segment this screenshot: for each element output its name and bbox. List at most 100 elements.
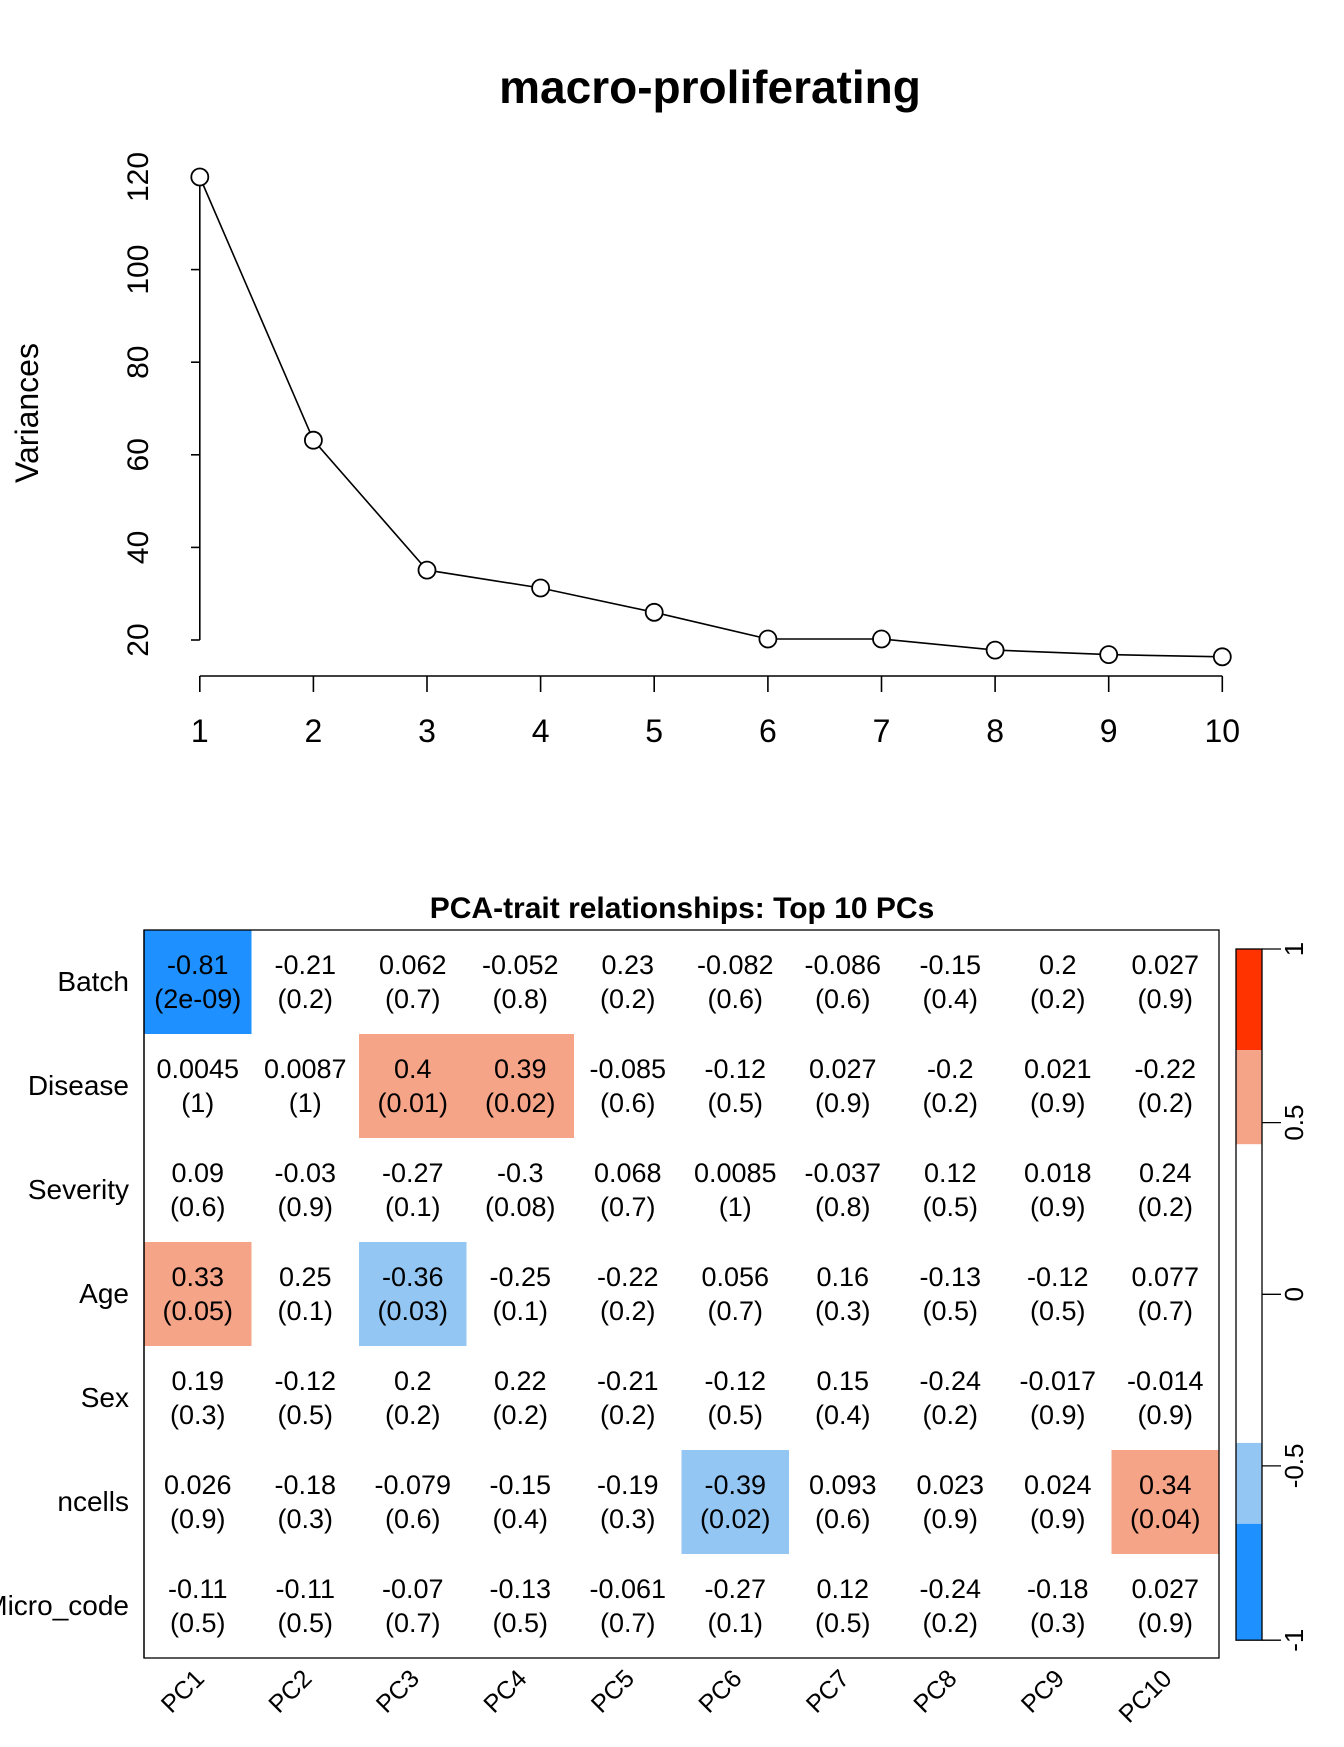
svg-text:(0.5): (0.5) <box>170 1608 226 1638</box>
svg-text:-1: -1 <box>1279 1629 1309 1652</box>
svg-text:(0.2): (0.2) <box>1137 1088 1193 1118</box>
svg-text:0.22: 0.22 <box>494 1366 547 1396</box>
svg-text:(0.6): (0.6) <box>170 1192 226 1222</box>
svg-text:6: 6 <box>759 713 777 749</box>
svg-text:-0.12: -0.12 <box>274 1366 336 1396</box>
svg-text:-0.014: -0.014 <box>1127 1366 1204 1396</box>
svg-text:(0.9): (0.9) <box>1030 1088 1086 1118</box>
svg-text:(0.7): (0.7) <box>1137 1296 1193 1326</box>
svg-text:0.2: 0.2 <box>1039 950 1077 980</box>
svg-text:Micro_code: Micro_code <box>0 1590 129 1621</box>
svg-text:0.093: 0.093 <box>809 1470 877 1500</box>
svg-text:-0.25: -0.25 <box>489 1262 551 1292</box>
svg-text:0.027: 0.027 <box>1131 950 1199 980</box>
svg-text:0.027: 0.027 <box>1131 1574 1199 1604</box>
svg-text:0.24: 0.24 <box>1139 1158 1192 1188</box>
svg-text:ncells: ncells <box>57 1486 129 1517</box>
svg-text:(0.9): (0.9) <box>1137 1400 1193 1430</box>
svg-text:(0.5): (0.5) <box>707 1088 763 1118</box>
svg-text:Batch: Batch <box>57 966 129 997</box>
svg-text:-0.07: -0.07 <box>382 1574 444 1604</box>
svg-text:(0.2): (0.2) <box>600 1400 656 1430</box>
svg-text:-0.22: -0.22 <box>1134 1054 1196 1084</box>
svg-text:(1): (1) <box>181 1088 214 1118</box>
svg-text:80: 80 <box>122 346 155 379</box>
svg-text:PC5: PC5 <box>586 1664 640 1718</box>
svg-text:-0.21: -0.21 <box>274 950 336 980</box>
svg-text:(0.3): (0.3) <box>1030 1608 1086 1638</box>
svg-text:-0.052: -0.052 <box>482 950 559 980</box>
svg-text:1: 1 <box>1279 942 1309 956</box>
svg-text:-0.15: -0.15 <box>489 1470 551 1500</box>
svg-text:0.23: 0.23 <box>601 950 654 980</box>
svg-text:(0.9): (0.9) <box>1137 984 1193 1014</box>
svg-text:0.026: 0.026 <box>164 1470 232 1500</box>
svg-text:-0.39: -0.39 <box>704 1470 766 1500</box>
svg-text:(0.2): (0.2) <box>385 1400 441 1430</box>
svg-text:0.16: 0.16 <box>816 1262 869 1292</box>
svg-text:0.2: 0.2 <box>394 1366 432 1396</box>
svg-text:3: 3 <box>418 713 436 749</box>
svg-text:(0.03): (0.03) <box>377 1296 448 1326</box>
svg-text:(0.6): (0.6) <box>385 1504 441 1534</box>
svg-text:10: 10 <box>1205 713 1241 749</box>
svg-text:0.023: 0.023 <box>916 1470 984 1500</box>
svg-text:(0.5): (0.5) <box>815 1608 871 1638</box>
svg-text:100: 100 <box>122 245 155 295</box>
svg-text:(0.6): (0.6) <box>815 984 871 1014</box>
svg-text:(0.5): (0.5) <box>922 1296 978 1326</box>
svg-text:-0.13: -0.13 <box>919 1262 981 1292</box>
svg-text:-0.2: -0.2 <box>927 1054 974 1084</box>
svg-text:0.15: 0.15 <box>816 1366 869 1396</box>
svg-text:-0.21: -0.21 <box>597 1366 659 1396</box>
svg-text:-0.079: -0.079 <box>374 1470 451 1500</box>
svg-text:-0.5: -0.5 <box>1279 1443 1309 1488</box>
svg-text:-0.086: -0.086 <box>804 950 881 980</box>
svg-text:0.056: 0.056 <box>701 1262 769 1292</box>
svg-text:(1): (1) <box>289 1088 322 1118</box>
svg-text:Age: Age <box>79 1278 129 1309</box>
svg-text:(0.1): (0.1) <box>707 1608 763 1638</box>
svg-text:0.018: 0.018 <box>1024 1158 1092 1188</box>
svg-text:(0.3): (0.3) <box>815 1296 871 1326</box>
svg-text:-0.061: -0.061 <box>589 1574 666 1604</box>
svg-text:0.39: 0.39 <box>494 1054 547 1084</box>
svg-text:-0.085: -0.085 <box>589 1054 666 1084</box>
svg-text:-0.11: -0.11 <box>168 1574 228 1604</box>
svg-text:(0.02): (0.02) <box>485 1088 556 1118</box>
svg-text:-0.36: -0.36 <box>382 1262 444 1292</box>
svg-text:PC3: PC3 <box>371 1664 425 1718</box>
svg-text:Sex: Sex <box>81 1382 129 1413</box>
svg-text:(0.4): (0.4) <box>922 984 978 1014</box>
svg-text:0.34: 0.34 <box>1139 1470 1192 1500</box>
svg-text:Severity: Severity <box>28 1174 129 1205</box>
svg-text:(0.9): (0.9) <box>277 1192 333 1222</box>
svg-text:-0.3: -0.3 <box>497 1158 544 1188</box>
svg-text:40: 40 <box>122 531 155 564</box>
svg-text:(0.3): (0.3) <box>170 1400 226 1430</box>
svg-text:PC4: PC4 <box>478 1664 532 1718</box>
svg-text:PC2: PC2 <box>263 1664 317 1718</box>
svg-text:20: 20 <box>122 623 155 656</box>
svg-text:(0.1): (0.1) <box>385 1192 441 1222</box>
svg-text:PC9: PC9 <box>1016 1664 1070 1718</box>
svg-text:0.12: 0.12 <box>816 1574 869 1604</box>
svg-text:(0.2): (0.2) <box>1030 984 1086 1014</box>
svg-text:(0.5): (0.5) <box>492 1608 548 1638</box>
svg-text:(0.9): (0.9) <box>815 1088 871 1118</box>
svg-text:0.25: 0.25 <box>279 1262 332 1292</box>
svg-text:(0.2): (0.2) <box>922 1400 978 1430</box>
svg-text:120: 120 <box>122 152 155 202</box>
svg-text:0.0045: 0.0045 <box>156 1054 239 1084</box>
svg-text:(0.5): (0.5) <box>277 1400 333 1430</box>
svg-text:-0.12: -0.12 <box>704 1366 766 1396</box>
svg-text:0.0087: 0.0087 <box>264 1054 347 1084</box>
svg-text:(0.9): (0.9) <box>1030 1504 1086 1534</box>
svg-text:4: 4 <box>532 713 550 749</box>
svg-text:60: 60 <box>122 438 155 471</box>
svg-text:PC10: PC10 <box>1113 1664 1177 1728</box>
svg-text:-0.18: -0.18 <box>1027 1574 1089 1604</box>
svg-text:(0.08): (0.08) <box>485 1192 556 1222</box>
svg-text:(0.9): (0.9) <box>1137 1608 1193 1638</box>
svg-text:(0.2): (0.2) <box>922 1608 978 1638</box>
